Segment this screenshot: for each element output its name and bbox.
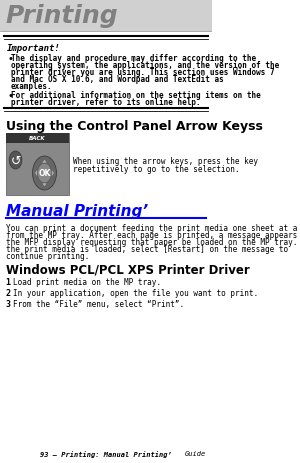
Circle shape xyxy=(9,152,22,169)
Text: Important!: Important! xyxy=(7,44,61,53)
Text: From the “File” menu, select “Print”.: From the “File” menu, select “Print”. xyxy=(13,300,184,308)
Text: continue printing.: continue printing. xyxy=(6,251,89,260)
Text: operating system, the applications, and the version of the: operating system, the applications, and … xyxy=(11,61,279,70)
Text: Windows PCL/PCL XPS Printer Driver: Windows PCL/PCL XPS Printer Driver xyxy=(6,263,249,276)
Text: •: • xyxy=(7,91,13,101)
Text: the print media is loaded, select [Restart] on the message to: the print media is loaded, select [Resta… xyxy=(6,244,288,253)
Text: Using the Control Panel Arrow Keyss: Using the Control Panel Arrow Keyss xyxy=(6,120,262,133)
Polygon shape xyxy=(42,160,47,163)
Text: examples.: examples. xyxy=(11,82,52,91)
Polygon shape xyxy=(34,169,38,178)
FancyBboxPatch shape xyxy=(6,134,69,144)
Text: Load print media on the MP tray.: Load print media on the MP tray. xyxy=(13,277,161,287)
Text: Printing: Printing xyxy=(6,4,118,28)
Text: the MFP display requesting that paper be loaded on the MP tray. Once: the MFP display requesting that paper be… xyxy=(6,238,300,246)
Text: BACK: BACK xyxy=(29,136,46,141)
Text: In your application, open the file you want to print.: In your application, open the file you w… xyxy=(13,288,258,297)
Polygon shape xyxy=(52,169,54,178)
Polygon shape xyxy=(42,184,47,188)
Text: printer driver you are using. This section uses Windows 7: printer driver you are using. This secti… xyxy=(11,68,274,77)
Text: For additional information on the setting items on the: For additional information on the settin… xyxy=(11,91,260,100)
Text: •: • xyxy=(7,54,13,64)
FancyBboxPatch shape xyxy=(6,134,69,195)
Text: Guide: Guide xyxy=(185,450,206,456)
Text: repetitively to go to the selection.: repetitively to go to the selection. xyxy=(74,165,240,174)
Text: Manual Printing’: Manual Printing’ xyxy=(6,204,148,219)
Text: and Mac OS X 10.6, and Wordpad and TextEdit as: and Mac OS X 10.6, and Wordpad and TextE… xyxy=(11,75,223,84)
Text: 93 – Printing: Manual Printing’: 93 – Printing: Manual Printing’ xyxy=(40,450,172,457)
FancyBboxPatch shape xyxy=(0,0,212,32)
Text: ↺: ↺ xyxy=(10,154,21,167)
Text: You can print a document feeding the print media one sheet at a time: You can print a document feeding the pri… xyxy=(6,224,300,232)
Text: When using the arrow keys, press the key: When using the arrow keys, press the key xyxy=(74,156,258,166)
Text: The display and procedure may differ according to the: The display and procedure may differ acc… xyxy=(11,54,256,63)
Text: 3: 3 xyxy=(6,300,10,308)
Text: from the MP tray. After each page is printed, a message appears on: from the MP tray. After each page is pri… xyxy=(6,231,300,239)
Text: OK: OK xyxy=(38,169,51,178)
Circle shape xyxy=(38,163,52,184)
Text: 2: 2 xyxy=(6,288,10,297)
Circle shape xyxy=(32,156,56,191)
Text: 1: 1 xyxy=(6,277,10,287)
Text: printer driver, refer to its online help.: printer driver, refer to its online help… xyxy=(11,98,200,107)
